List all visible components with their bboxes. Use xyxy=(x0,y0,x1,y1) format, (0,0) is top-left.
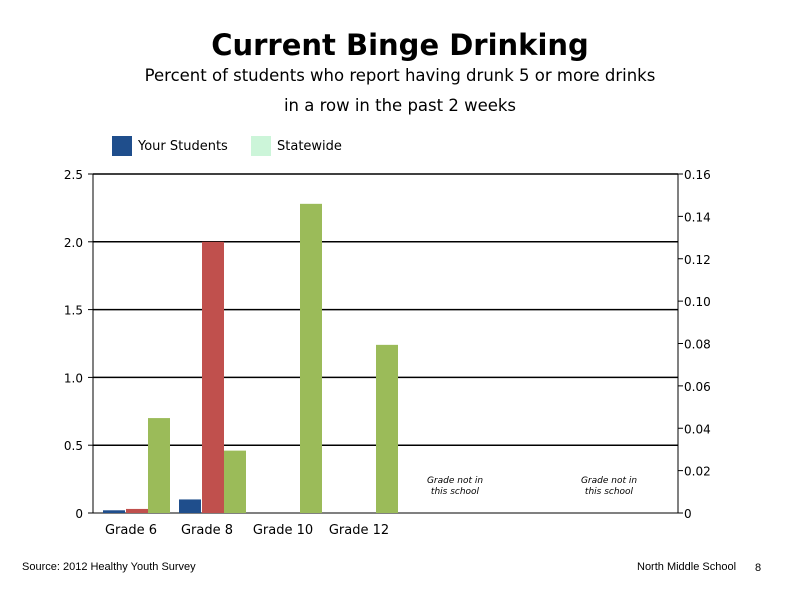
chart-title: Current Binge Drinking xyxy=(211,28,589,62)
left-axis-tick-label: 1.0 xyxy=(64,371,83,385)
legend-item-your-students: Your Students xyxy=(112,135,228,157)
legend-item-statewide: Statewide xyxy=(251,135,342,157)
left-axis-tick-label: 0 xyxy=(75,507,83,521)
right-axis-tick-label: 0 xyxy=(684,507,692,521)
right-axis-tick-label: 0.04 xyxy=(684,422,711,436)
bar-statewide xyxy=(148,418,170,513)
legend-label-statewide: Statewide xyxy=(277,138,342,154)
legend-label-your-students: Your Students xyxy=(138,138,228,154)
bar-your-students xyxy=(179,499,201,513)
x-axis-category-label: Grade 6 xyxy=(105,523,157,538)
empty-slot-note: Grade not in xyxy=(581,476,637,486)
legend-swatch-your-students xyxy=(112,136,132,156)
bar-statewide xyxy=(224,450,246,513)
left-axis-tick-label: 1.5 xyxy=(64,304,83,318)
school-name: North Middle School xyxy=(637,561,737,573)
page-number: 8 xyxy=(755,562,762,574)
empty-slot-note: this school xyxy=(431,487,480,497)
x-axis-category-label: Grade 10 xyxy=(253,523,313,538)
right-axis-tick-label: 0.06 xyxy=(684,380,711,394)
chart-subtitle-line-1: Percent of students who report having dr… xyxy=(144,66,656,85)
left-axis-tick-label: 2.5 xyxy=(64,168,83,182)
bar-statewide xyxy=(376,344,398,513)
legend-swatch-statewide xyxy=(251,136,271,156)
empty-slot-note: Grade not in xyxy=(427,476,483,486)
right-axis-tick-label: 0.08 xyxy=(684,338,711,352)
bar-series-2 xyxy=(126,508,148,513)
bar-statewide xyxy=(300,203,322,513)
left-axis-tick-label: 0.5 xyxy=(64,439,83,453)
x-axis-category-label: Grade 8 xyxy=(181,523,233,538)
right-axis-tick-label: 0.14 xyxy=(684,210,711,224)
x-axis-category-label: Grade 12 xyxy=(329,523,389,538)
source-note: Source: 2012 Healthy Youth Survey xyxy=(22,561,196,573)
right-axis-tick-label: 0.10 xyxy=(684,295,711,309)
bar-your-students xyxy=(103,510,125,513)
bar-series-2 xyxy=(202,241,224,514)
left-axis-tick-label: 2.0 xyxy=(64,236,83,250)
empty-slot-note: this school xyxy=(585,487,634,497)
right-axis-tick-label: 0.02 xyxy=(684,465,711,479)
right-axis-tick-label: 0.16 xyxy=(684,168,711,182)
right-axis-tick-label: 0.12 xyxy=(684,253,711,267)
chart-subtitle-line-2: in a row in the past 2 weeks xyxy=(283,96,517,115)
